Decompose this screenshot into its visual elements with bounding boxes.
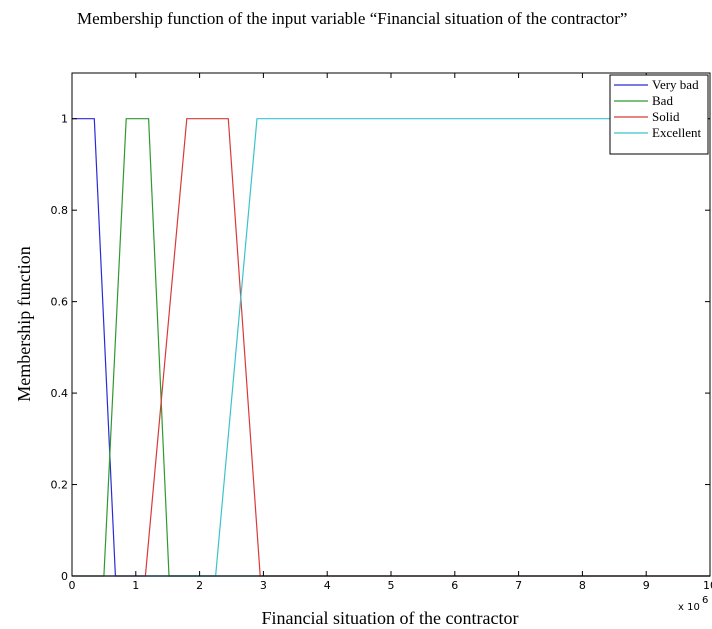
x-tick-label: 5 [388,579,395,592]
x-tick-label: 8 [579,579,586,592]
legend-label: Solid [652,109,680,124]
x-tick-label: 3 [260,579,267,592]
x-tick-label: 7 [515,579,522,592]
y-tick-label: 0.4 [51,387,69,400]
y-axis-ticks: 0 0.2 0.4 0.6 0.8 1 [51,113,710,583]
x-tick-label: 1 [132,579,139,592]
x-tick-label: 2 [196,579,203,592]
y-tick-label: 1 [61,113,68,126]
plot-area [72,73,710,576]
x-tick-label: 9 [643,579,650,592]
legend-label: Very bad [652,77,699,92]
y-tick-label: 0.6 [51,296,69,309]
x-tick-label: 4 [324,579,331,592]
y-tick-label: 0.2 [51,479,69,492]
y-axis-label: Membership function [14,246,34,401]
x-axis-multiplier-exponent: 6 [702,595,708,606]
x-tick-label: 10 [703,579,712,592]
legend-box [609,74,709,155]
x-tick-label: 0 [69,579,76,592]
x-axis-label: Financial situation of the contractor [262,608,519,628]
legend-label: Bad [652,93,673,108]
y-tick-label: 0.8 [51,204,69,217]
x-tick-label: 6 [451,579,458,592]
x-axis-multiplier: x 10 [678,602,700,613]
x-axis-ticks: 0 1 2 3 4 5 6 7 8 9 10 [69,73,712,592]
y-tick-label: 0 [61,570,68,583]
chart-title: Membership function of the input variabl… [77,9,628,28]
legend-label: Excellent [652,125,701,140]
